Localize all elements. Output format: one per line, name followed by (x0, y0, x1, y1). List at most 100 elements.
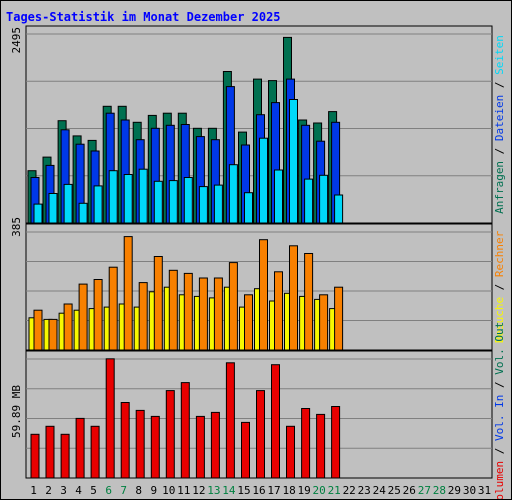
legend-separator: / (493, 75, 506, 95)
bar-volumen-day-1 (30, 433, 40, 479)
x-tick-label-day-3: 3 (60, 484, 67, 497)
x-tick-label-day-8: 8 (135, 484, 142, 497)
bar-volumen-day-13 (210, 411, 220, 479)
bar-rechner-day-15 (244, 294, 253, 351)
bar-seiten-day-20 (319, 174, 329, 224)
x-tick-label-day-23: 23 (358, 484, 371, 497)
bar-seiten-day-18 (289, 99, 298, 224)
bar-rechner-day-5 (93, 279, 103, 351)
x-tick-label-day-25: 25 (388, 484, 401, 497)
legend-1: Anfragen / Dateien / Seiten (493, 35, 506, 214)
bar-rechner-day-12 (198, 277, 208, 351)
x-tick-label-day-6: 6 (105, 484, 112, 497)
bar-volumen-day-20 (316, 413, 326, 479)
chart-title: Tages-Statistik im Monat Dezember 2025 (6, 10, 281, 24)
bar-rechner-day-17 (274, 271, 283, 351)
y-max-label: 59.89 MB (10, 385, 23, 438)
y-max-label: 2495 (10, 27, 23, 54)
bar-rechner-day-21 (334, 286, 344, 351)
legend-entry-anfragen: Vol. Out (493, 322, 506, 375)
bar-seiten-day-1 (33, 203, 43, 224)
x-tick-label-day-16: 16 (252, 484, 265, 497)
bar-volumen-day-8 (135, 409, 145, 479)
legend-2: Besuche / Rechner (493, 230, 506, 343)
x-tick-label-day-28: 28 (433, 484, 446, 497)
bar-seiten-day-8 (138, 168, 148, 224)
bar-seiten-day-2 (48, 193, 58, 224)
bar-seiten-day-3 (63, 183, 73, 224)
bar-seiten-day-14 (228, 164, 238, 224)
legend-entry-weekday: / (493, 375, 506, 395)
bar-seiten-day-4 (78, 202, 88, 224)
bar-seiten-day-15 (244, 192, 253, 224)
bar-volumen-day-5 (90, 425, 100, 479)
x-tick-label-day-5: 5 (90, 484, 97, 497)
bar-rechner-day-9 (153, 256, 163, 351)
x-tick-label-day-27: 27 (418, 484, 431, 497)
bar-volumen-day-7 (120, 402, 130, 479)
bar-rechner-day-19 (304, 253, 314, 351)
bar-rechner-day-2 (48, 318, 58, 351)
legend-entry-besuche: Besuche (493, 297, 506, 343)
x-tick-label-day-14: 14 (222, 484, 236, 497)
legend-separator: / (493, 141, 506, 161)
x-tick-label-day-10: 10 (162, 484, 175, 497)
bar-volumen-day-10 (165, 390, 175, 479)
bar-volumen-day-12 (195, 415, 205, 479)
x-tick-label-day-4: 4 (75, 484, 82, 497)
y-max-label: 385 (10, 217, 23, 237)
bar-seiten-day-7 (123, 174, 133, 224)
bar-rechner-day-6 (108, 266, 118, 351)
bar-seiten-day-12 (198, 186, 208, 224)
x-tick-label-day-18: 18 (282, 484, 295, 497)
bar-seiten-day-19 (304, 178, 314, 224)
bar-rechner-day-3 (63, 303, 73, 351)
bar-rechner-day-16 (259, 239, 268, 351)
bar-volumen-day-2 (45, 425, 55, 479)
legend-3: Volumen / Vol. In / Vol. Out (493, 322, 506, 499)
x-tick-label-day-15: 15 (237, 484, 250, 497)
x-tick-label-day-13: 13 (207, 484, 220, 497)
x-tick-label-day-22: 22 (343, 484, 356, 497)
bar-seiten-day-16 (259, 137, 268, 224)
legend-entry-volumen: Volumen (493, 461, 506, 499)
bar-volumen-day-19 (301, 408, 311, 479)
bar-rechner-day-20 (319, 294, 329, 351)
bar-volumen-day-9 (150, 415, 160, 479)
x-tick-label-day-26: 26 (403, 484, 416, 497)
bar-rechner-day-4 (78, 283, 88, 351)
x-tick-label-day-7: 7 (120, 484, 127, 497)
legend-entry-seiten: Seiten (493, 35, 506, 75)
bar-volumen-day-15 (241, 421, 250, 479)
bar-rechner-day-7 (123, 236, 133, 351)
bar-volumen-day-21 (331, 406, 341, 479)
legend-separator: / (493, 277, 506, 297)
bar-rechner-day-1 (33, 309, 43, 351)
bar-volumen-day-17 (271, 364, 280, 479)
x-tick-label-day-11: 11 (177, 484, 190, 497)
bar-volumen-day-14 (225, 362, 235, 479)
x-tick-label-day-21: 21 (328, 484, 341, 497)
x-tick-label-day-29: 29 (448, 484, 461, 497)
legend-entry-rechner: Rechner (493, 230, 506, 277)
x-tick-label-day-12: 12 (192, 484, 205, 497)
x-tick-label-day-17: 17 (267, 484, 280, 497)
bar-rechner-day-14 (228, 262, 238, 351)
x-tick-label-day-19: 19 (297, 484, 310, 497)
bar-seiten-day-10 (168, 180, 178, 224)
bar-rechner-day-8 (138, 282, 148, 351)
bar-volumen-day-16 (256, 390, 265, 479)
bar-volumen-day-3 (60, 433, 70, 479)
x-tick-label-day-24: 24 (373, 484, 387, 497)
bar-rechner-day-10 (168, 269, 178, 351)
bar-seiten-day-11 (183, 177, 193, 224)
bar-rechner-day-18 (289, 245, 298, 351)
x-tick-label-day-9: 9 (150, 484, 157, 497)
bar-seiten-day-9 (153, 180, 163, 224)
bar-volumen-day-4 (75, 417, 85, 479)
x-tick-label-day-1: 1 (30, 484, 37, 497)
legend-entry-anfragen: Anfragen (493, 161, 506, 214)
bar-seiten-day-13 (213, 184, 223, 224)
